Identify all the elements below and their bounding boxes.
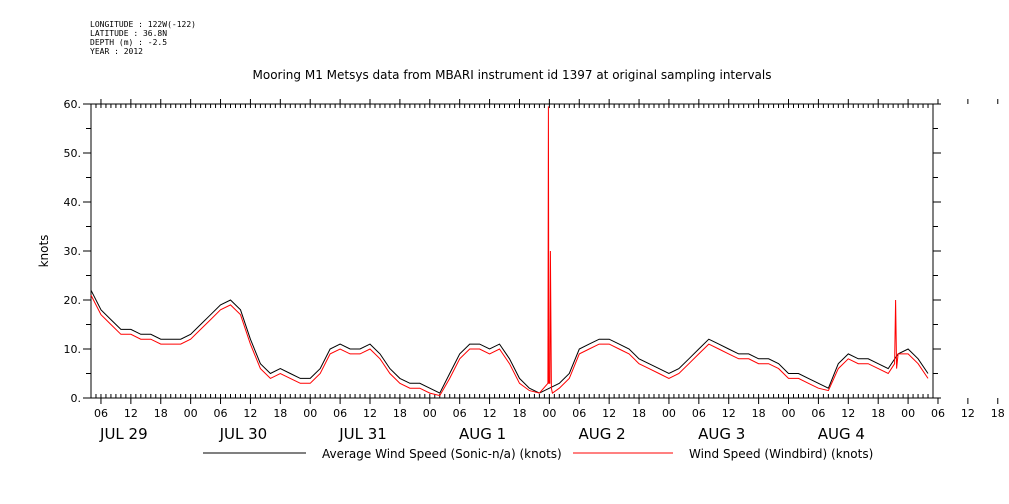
y-tick-label: 20. bbox=[64, 294, 82, 307]
x-tick-label: 12 bbox=[243, 407, 257, 420]
x-tick-label: 00 bbox=[901, 407, 915, 420]
x-day-label: JUL 29 bbox=[99, 425, 148, 443]
x-tick-label: 12 bbox=[363, 407, 377, 420]
x-day-label: AUG 1 bbox=[459, 425, 506, 443]
year-text: YEAR : 2012 bbox=[90, 47, 143, 56]
y-tick-label: 40. bbox=[64, 196, 82, 209]
x-axis: 06 12 18 00 06 12 18 00 06 12 18 00 06 12 18 00 06 12 18 00… bbox=[94, 99, 1005, 443]
x-tick-label: 18 bbox=[393, 407, 407, 420]
x-day-label: JUL 31 bbox=[338, 425, 387, 443]
x-tick-label: 12 bbox=[124, 407, 138, 420]
x-tick-label: 12 bbox=[841, 407, 855, 420]
x-tick-label: 12 bbox=[722, 407, 736, 420]
x-tick-label: 12 bbox=[602, 407, 616, 420]
y-axis-label: knots bbox=[37, 235, 51, 268]
x-tick-label: 12 bbox=[483, 407, 497, 420]
depth-text: DEPTH (m) : -2.5 bbox=[90, 38, 168, 47]
x-day-label: AUG 2 bbox=[579, 425, 626, 443]
x-tick-label: 18 bbox=[991, 407, 1005, 420]
legend-label-1: Average Wind Speed (Sonic-n/a) (knots) bbox=[322, 447, 562, 461]
plot-frame bbox=[90, 103, 934, 399]
series-line-1 bbox=[90, 289, 929, 394]
x-tick-label: 06 bbox=[214, 407, 228, 420]
metadata-block: LONGITUDE : 122W(-122) LATITUDE : 36.8N … bbox=[90, 20, 196, 56]
legend-label-2: Wind Speed (Windbird) (knots) bbox=[689, 447, 873, 461]
x-tick-label: 18 bbox=[632, 407, 646, 420]
y-tick-label: 0. bbox=[71, 392, 82, 405]
x-tick-label: 00 bbox=[542, 407, 556, 420]
x-tick-label: 18 bbox=[273, 407, 287, 420]
x-tick-label: 06 bbox=[931, 407, 945, 420]
y-tick-label: 10. bbox=[64, 343, 82, 356]
series-group bbox=[90, 106, 929, 397]
y-tick-label: 30. bbox=[64, 245, 82, 258]
x-tick-label: 06 bbox=[333, 407, 347, 420]
x-tick-label: 06 bbox=[453, 407, 467, 420]
x-tick-label: 18 bbox=[512, 407, 526, 420]
y-tick-label: 60. bbox=[64, 98, 82, 111]
chart-title: Mooring M1 Metsys data from MBARI instru… bbox=[253, 68, 772, 82]
x-tick-label: 18 bbox=[154, 407, 168, 420]
x-day-label: JUL 30 bbox=[219, 425, 268, 443]
x-tick-label: 00 bbox=[782, 407, 796, 420]
series-line-2 bbox=[90, 106, 929, 397]
x-tick-label: 12 bbox=[961, 407, 975, 420]
minor-ticks bbox=[90, 104, 934, 398]
x-tick-label: 18 bbox=[871, 407, 885, 420]
x-tick-label: 06 bbox=[572, 407, 586, 420]
x-tick-label: 18 bbox=[752, 407, 766, 420]
x-tick-label: 00 bbox=[423, 407, 437, 420]
x-tick-label: 00 bbox=[303, 407, 317, 420]
x-tick-label: 06 bbox=[811, 407, 825, 420]
x-day-label: AUG 3 bbox=[698, 425, 745, 443]
y-axis: 0. 10. 20. 30. 40. 50. 60. bbox=[64, 98, 941, 405]
x-tick-label: 00 bbox=[184, 407, 198, 420]
y-tick-label: 50. bbox=[64, 147, 82, 160]
longitude-text: LONGITUDE : 122W(-122) bbox=[90, 20, 196, 29]
legend: Average Wind Speed (Sonic-n/a) (knots) Wi… bbox=[203, 447, 873, 461]
x-day-label: AUG 4 bbox=[818, 425, 865, 443]
x-tick-label: 06 bbox=[692, 407, 706, 420]
x-tick-label: 06 bbox=[94, 407, 108, 420]
x-tick-label: 00 bbox=[662, 407, 676, 420]
latitude-text: LATITUDE : 36.8N bbox=[90, 29, 168, 38]
